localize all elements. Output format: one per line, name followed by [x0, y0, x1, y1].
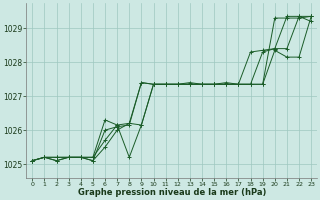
X-axis label: Graphe pression niveau de la mer (hPa): Graphe pression niveau de la mer (hPa) — [77, 188, 266, 197]
